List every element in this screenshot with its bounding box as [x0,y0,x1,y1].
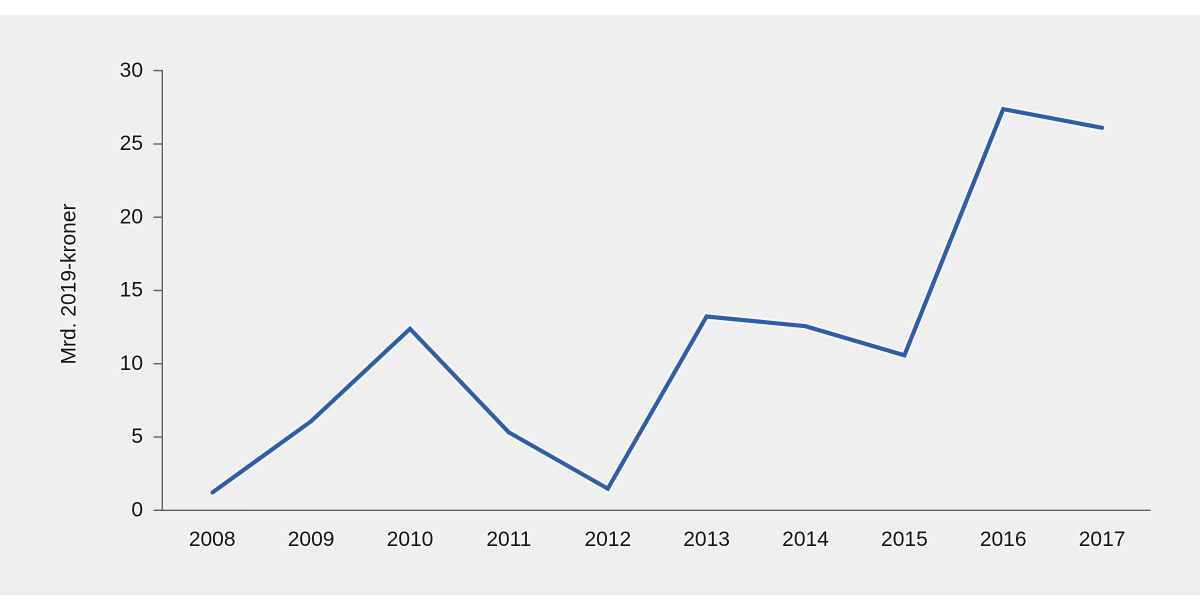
svg-text:2008: 2008 [189,528,236,551]
svg-text:2013: 2013 [683,528,730,551]
svg-text:0: 0 [131,498,143,521]
svg-text:Mrd. 2019-kroner: Mrd. 2019-kroner [58,203,81,364]
svg-text:20: 20 [120,205,143,228]
svg-text:0: 0 [131,498,143,521]
svg-text:10: 10 [120,352,143,375]
svg-text:2016: 2016 [980,528,1027,551]
svg-text:2016: 2016 [980,528,1027,551]
svg-text:2017: 2017 [1079,528,1126,551]
svg-text:2010: 2010 [387,528,434,551]
svg-text:30: 30 [120,59,143,82]
svg-text:10: 10 [120,352,143,375]
svg-text:5: 5 [131,425,143,448]
svg-text:15: 15 [120,279,143,302]
svg-text:2010: 2010 [387,528,434,551]
svg-text:2015: 2015 [881,528,928,551]
svg-text:25: 25 [120,132,143,155]
svg-text:2013: 2013 [683,528,730,551]
svg-text:2011: 2011 [486,528,531,551]
svg-text:Mrd. 2019-kroner: Mrd. 2019-kroner [58,203,81,364]
svg-text:25: 25 [120,132,143,155]
svg-text:2009: 2009 [288,528,335,551]
svg-text:2009: 2009 [288,528,335,551]
svg-text:30: 30 [120,59,143,82]
svg-text:2012: 2012 [584,528,631,551]
svg-text:5: 5 [131,425,143,448]
svg-text:2014: 2014 [782,528,829,551]
svg-text:2008: 2008 [189,528,236,551]
svg-text:2014: 2014 [782,528,829,551]
svg-text:15: 15 [120,279,143,302]
svg-text:2015: 2015 [881,528,928,551]
svg-text:2012: 2012 [584,528,631,551]
svg-text:20: 20 [120,205,143,228]
svg-text:2011: 2011 [486,528,531,551]
svg-text:2017: 2017 [1079,528,1126,551]
